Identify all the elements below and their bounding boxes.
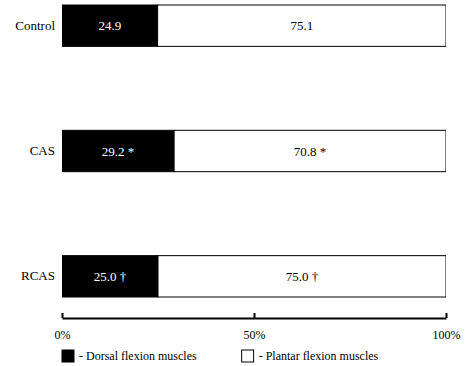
legend-label: - Dorsal flexion muscles [79, 349, 197, 363]
bar-segment [158, 5, 446, 46]
value-axis: 0% 50% 100% [55, 313, 461, 342]
category-axis: Control CAS RCAS [15, 18, 61, 284]
bar-segment [62, 5, 158, 46]
tick-mark [446, 313, 448, 318]
legend-label: - Plantar flexion muscles [259, 349, 379, 363]
value-tick: 50% [244, 313, 266, 342]
legend-swatch [242, 350, 254, 362]
category-label: RCAS [21, 268, 55, 283]
bar-segment [158, 256, 446, 297]
category-tick: RCAS [21, 268, 61, 283]
bar-segment [174, 130, 446, 171]
data-label: 25.0 † [94, 269, 127, 284]
bar-segment [62, 130, 174, 171]
legend-item: - Plantar flexion muscles [242, 349, 379, 363]
category-tick: CAS [30, 143, 61, 158]
category-tick: Control [15, 18, 61, 33]
data-label: 75.1 [290, 18, 313, 33]
data-label: 75.0 † [286, 269, 319, 284]
tick-label: 50% [244, 328, 266, 342]
data-label: 29.2 * [102, 144, 135, 159]
tick-label: 100% [433, 328, 461, 342]
legend-item: - Dorsal flexion muscles [62, 349, 197, 363]
tick-mark [254, 313, 256, 318]
category-label: Control [15, 18, 55, 33]
tick-mark [62, 313, 64, 318]
legend: - Dorsal flexion muscles - Plantar flexio… [62, 349, 379, 363]
tick-label: 0% [55, 328, 71, 342]
legend-swatch [62, 350, 74, 362]
bars [62, 5, 446, 297]
bar-segment [62, 256, 158, 297]
data-labels: 24.9 29.2 * 25.0 † 75.1 70.8 * 75.0 † [94, 18, 327, 284]
value-tick: 100% [433, 313, 461, 342]
data-label: 24.9 [98, 18, 121, 33]
value-tick: 0% [55, 313, 71, 342]
category-label: CAS [30, 143, 55, 158]
data-label: 70.8 * [294, 144, 327, 159]
